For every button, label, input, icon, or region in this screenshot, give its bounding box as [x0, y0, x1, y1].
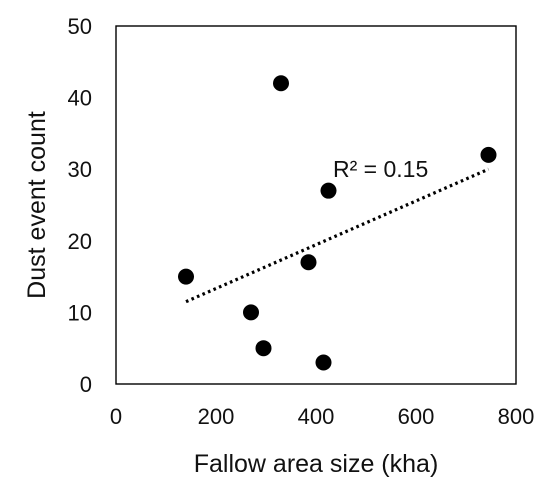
data-point: [255, 340, 272, 357]
data-point: [315, 354, 332, 371]
x-tick-label: 200: [198, 404, 235, 429]
r-squared-label: R² = 0.15: [333, 156, 428, 182]
y-tick-label: 40: [68, 86, 92, 111]
data-point: [320, 182, 337, 199]
plot-frame: [115, 25, 517, 385]
y-tick-label: 10: [68, 300, 92, 325]
y-axis-label: Dust event count: [23, 111, 51, 299]
trendline-group: [185, 167, 490, 304]
data-markers: [178, 75, 497, 371]
x-tick-label: 0: [110, 404, 122, 429]
x-tick-label: 800: [498, 404, 535, 429]
data-point: [178, 268, 194, 285]
x-tick-label: 400: [298, 404, 335, 429]
data-point: [243, 304, 259, 321]
y-tick-label: 20: [68, 229, 92, 254]
y-tick-label: 50: [68, 14, 92, 39]
data-point: [300, 254, 317, 271]
trendline: [185, 167, 490, 304]
y-tick-label: 30: [68, 157, 92, 182]
x-axis-label: Fallow area size (kha): [194, 450, 439, 478]
y-tick-labels: 0 10 20 30 40 50: [68, 14, 92, 397]
y-tick-label: 0: [80, 372, 92, 397]
x-tick-label: 600: [398, 404, 435, 429]
data-point: [480, 146, 497, 163]
x-tick-labels: 0 200 400 600 800: [110, 404, 534, 429]
data-point: [273, 75, 289, 92]
